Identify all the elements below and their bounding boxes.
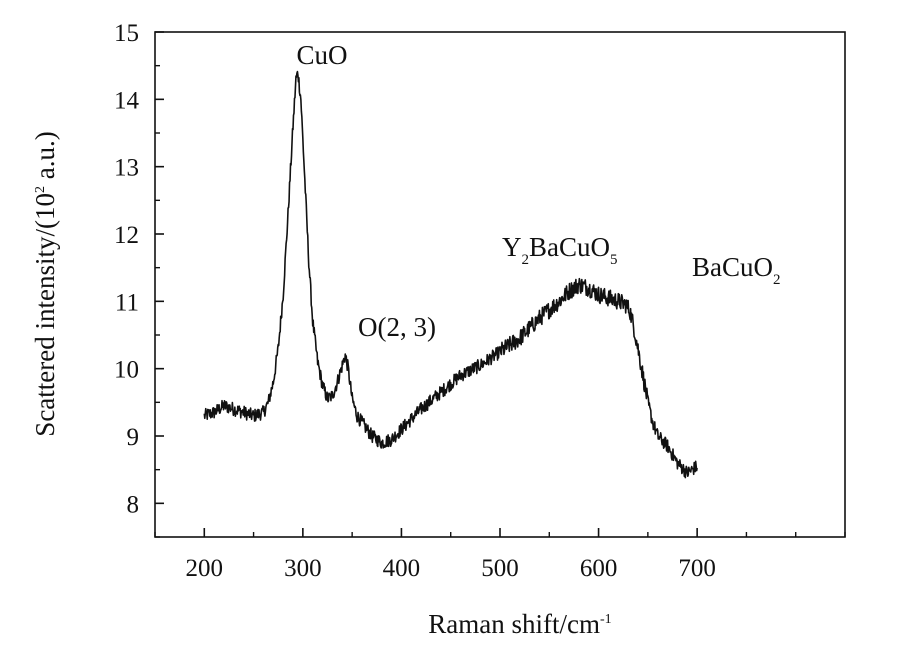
x-axis-title-sup: -1 (600, 612, 612, 627)
y-axis-ticks: 8 9 10 11 12 13 14 15 (114, 20, 164, 538)
plot-frame (154, 31, 846, 538)
y-axis-title: Scattered intensity/(102 a.u.) (30, 131, 60, 436)
y-tick-label: 10 (114, 357, 139, 384)
x-axis-title: Raman shift/cm-1 (428, 609, 611, 639)
x-tick-label: 700 (678, 555, 716, 582)
annotation-y2bacuo5: Y2BaCuO5 (502, 232, 618, 268)
annotation-bacuo2-sub: 2 (773, 272, 781, 288)
x-tick-label: 500 (481, 555, 519, 582)
raman-spectrum-line (203, 70, 698, 479)
x-axis-ticks: 200 300 400 500 600 700 (154, 528, 846, 582)
annotation-bacuo2: BaCuO2 (692, 252, 781, 288)
y-tick-label: 14 (114, 87, 140, 114)
x-tick-label: 600 (580, 555, 618, 582)
y-tick-label: 11 (115, 289, 139, 316)
x-tick-label: 300 (284, 555, 322, 582)
annotation-y2bacuo5-sub2: 2 (522, 252, 530, 268)
annotation-cuo: CuO (296, 40, 347, 70)
x-tick-label: 400 (383, 555, 421, 582)
annotation-y2bacuo5-sub5: 5 (610, 252, 618, 268)
y-tick-label: 12 (114, 222, 139, 249)
y-tick-label: 8 (127, 491, 140, 518)
plot-border (154, 31, 846, 538)
annotation-y2bacuo5-y: Y (502, 232, 522, 262)
y-tick-label: 13 (114, 155, 139, 182)
annotation-o23: O(2, 3) (358, 312, 436, 342)
y-axis-title-sup: 2 (33, 186, 48, 193)
y-axis-title-pre: Scattered intensity/(10 (30, 193, 60, 437)
x-tick-label: 200 (186, 555, 224, 582)
annotation-y2bacuo5-bacuo: BaCuO (529, 232, 610, 262)
y-tick-label: 15 (114, 20, 139, 47)
y-axis-title-post: a.u.) (30, 131, 60, 186)
y-tick-label: 9 (127, 424, 140, 451)
x-axis-title-main: Raman shift/cm (428, 609, 600, 639)
annotation-bacuo2-main: BaCuO (692, 252, 773, 282)
